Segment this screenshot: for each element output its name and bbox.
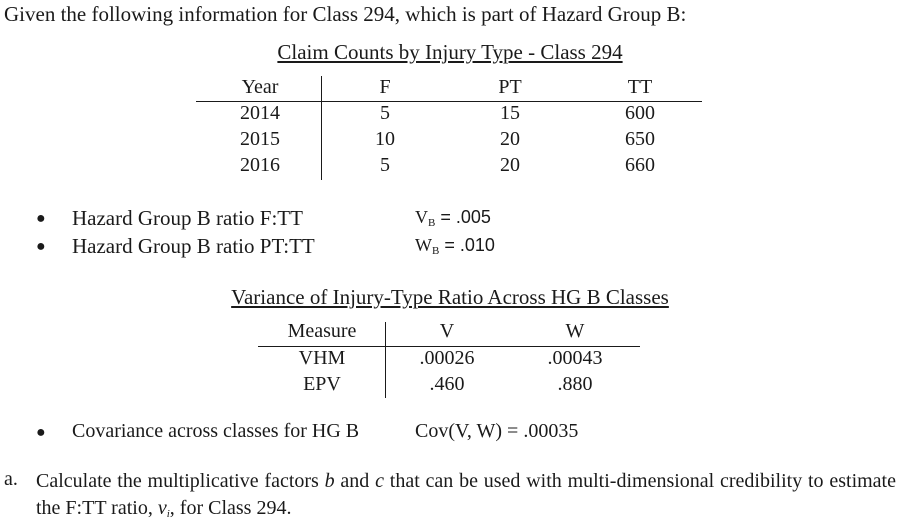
claim-table-header-rule [196, 101, 702, 102]
header-f: F [379, 76, 391, 98]
header-measure: Measure [287, 320, 357, 342]
bullet-icon: ● [36, 210, 46, 227]
ratio-value-vb: VB = .005 [415, 207, 491, 229]
table-cell: 650 [625, 128, 655, 150]
table-cell: 20 [500, 128, 520, 150]
table-cell: 5 [380, 102, 390, 124]
ratio-label-ptt: Hazard Group B ratio PT:TT [72, 234, 315, 258]
table-cell: 2016 [240, 154, 280, 176]
header-pt: PT [498, 76, 522, 98]
intro-text: Given the following information for Clas… [4, 2, 687, 26]
bullet-icon: ● [36, 424, 46, 441]
table-cell: 660 [625, 154, 655, 176]
question-text: Calculate the multiplicative factors b a… [36, 470, 896, 520]
variance-table-header-rule [258, 346, 640, 347]
table-cell: VHM [298, 347, 346, 369]
table-cell: 600 [625, 102, 655, 124]
table-cell: .880 [557, 373, 593, 395]
covariance-value: Cov(V, W) = .00035 [415, 420, 579, 442]
ratio-label-ft: Hazard Group B ratio F:TT [72, 206, 303, 230]
header-v: V [439, 320, 455, 342]
table-cell: 10 [375, 128, 395, 150]
variance-table-divider [385, 322, 386, 398]
table-cell: .00026 [419, 347, 475, 369]
table-cell: EPV [303, 373, 341, 395]
covariance-label: Covariance across classes for HG B [72, 420, 360, 442]
header-tt: TT [627, 76, 653, 98]
question-letter: a. [4, 468, 18, 490]
header-w: W [565, 320, 585, 342]
table-cell: 2014 [240, 102, 280, 124]
table-cell: .00043 [547, 347, 603, 369]
variance-table-title: Variance of Injury-Type Ratio Across HG … [231, 285, 669, 309]
table-cell: 20 [500, 154, 520, 176]
table-cell: 5 [380, 154, 390, 176]
table-cell: .460 [429, 373, 465, 395]
table-cell: 2015 [240, 128, 280, 150]
claim-table-title: Claim Counts by Injury Type - Class 294 [277, 40, 623, 64]
ratio-value-wb: WB = .010 [415, 235, 495, 257]
header-year: Year [241, 76, 279, 98]
bullet-icon: ● [36, 238, 46, 255]
claim-table-divider [321, 76, 322, 180]
table-cell: 15 [500, 102, 520, 124]
